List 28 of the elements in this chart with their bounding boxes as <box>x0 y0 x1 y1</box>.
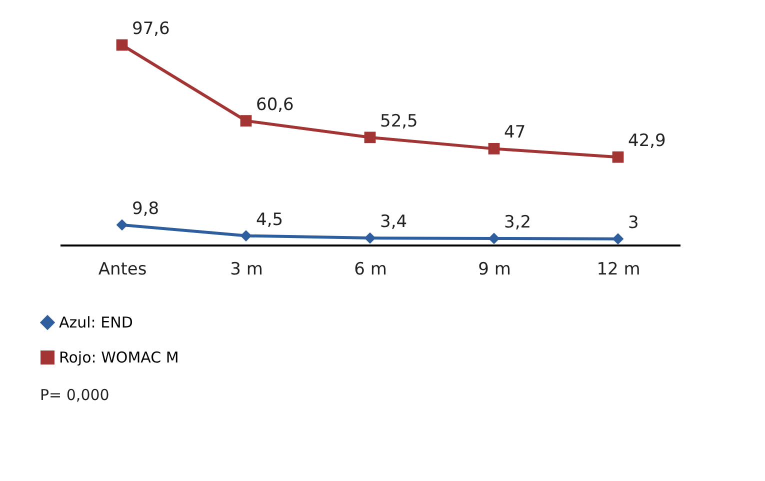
x-tick-label: 12 m <box>596 260 640 280</box>
legend-label: Azul: END <box>59 314 133 332</box>
point <box>364 132 376 144</box>
data-label: 52,5 <box>380 111 418 132</box>
data-label: 4,5 <box>256 210 284 230</box>
data-label: 42,9 <box>628 131 666 152</box>
point <box>364 232 376 244</box>
data-label: 97,6 <box>132 19 170 39</box>
data-label: 9,8 <box>132 198 160 219</box>
legend-label: Rojo: WOMAC M <box>59 348 179 366</box>
point <box>240 230 252 242</box>
point <box>488 232 500 244</box>
point <box>612 151 624 163</box>
data-label: 3,4 <box>380 212 408 232</box>
data-label: 47 <box>504 122 526 143</box>
x-tick-label: 6 m <box>354 260 387 280</box>
data-label: 60,6 <box>256 94 294 115</box>
point <box>116 219 128 231</box>
data-label: 3,2 <box>504 212 532 232</box>
point <box>116 39 128 51</box>
x-tick-label: 9 m <box>478 260 511 280</box>
data-label: 3 <box>628 212 639 233</box>
point <box>612 233 624 245</box>
point <box>488 142 500 154</box>
text: P= 0,000 <box>40 386 110 404</box>
x-tick-label: 3 m <box>230 260 263 280</box>
x-tick-label: Antes <box>98 260 147 280</box>
point <box>240 115 252 127</box>
